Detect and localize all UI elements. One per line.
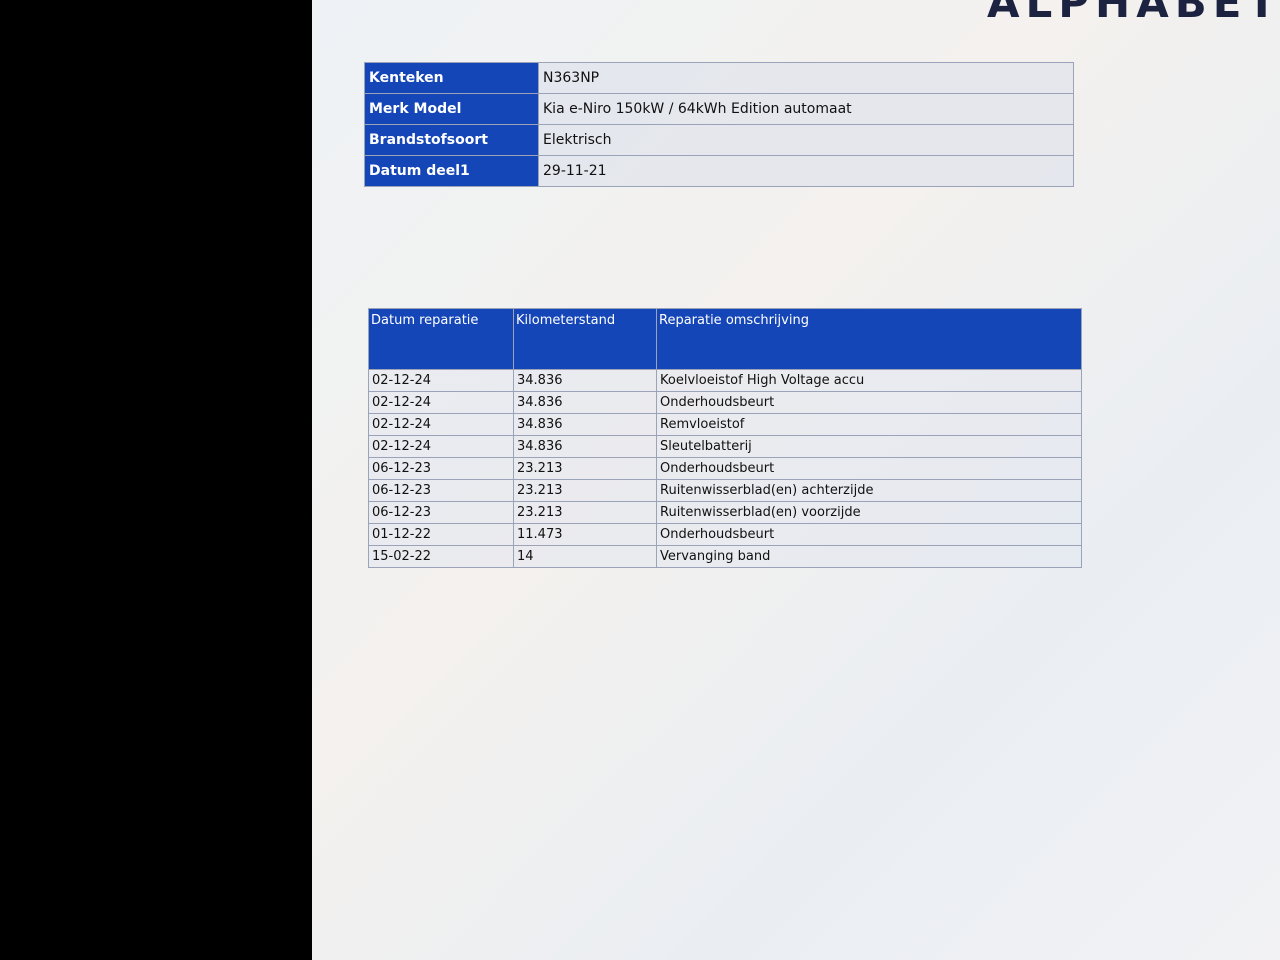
cell: 06-12-23 (368, 501, 514, 524)
cell: Sleutelbatterij (656, 435, 1082, 458)
column-header: Reparatie omschrijving (656, 308, 1082, 370)
field-label: Datum deel1 (364, 155, 539, 187)
cell: 02-12-24 (368, 413, 514, 436)
cell: 11.473 (513, 523, 657, 546)
repair-row: 15-02-22 14 Vervanging band (368, 545, 1082, 568)
cell: 34.836 (513, 391, 657, 414)
field-label: Merk Model (364, 93, 539, 125)
vehicle-table: Kenteken N363NP Merk Model Kia e-Niro 150kW… (364, 62, 1074, 187)
cell: Ruitenwisserblad(en) achterzijde (656, 479, 1082, 502)
cell: 06-12-23 (368, 457, 514, 480)
field-value: 29-11-21 (538, 155, 1074, 187)
vehicle-row: Merk Model Kia e-Niro 150kW / 64kWh Editi… (364, 93, 1074, 125)
screen: ALPHABET Kenteken N363NP Merk Model Kia e-N… (312, 0, 1280, 960)
cell: 23.213 (513, 501, 657, 524)
cell: 23.213 (513, 457, 657, 480)
cell: 02-12-24 (368, 369, 514, 392)
repair-row: 06-12-23 23.213 Ruitenwisserblad(en) voorz… (368, 501, 1082, 524)
vehicle-row: Brandstofsoort Elektrisch (364, 124, 1074, 156)
cell: 06-12-23 (368, 479, 514, 502)
repair-row: 06-12-23 23.213 Onderhoudsbeurt (368, 457, 1082, 480)
logo: ALPHABET (987, 0, 1280, 27)
cell: 01-12-22 (368, 523, 514, 546)
cell: 02-12-24 (368, 391, 514, 414)
field-value: Kia e-Niro 150kW / 64kWh Edition automaa… (538, 93, 1074, 125)
cell: Onderhoudsbeurt (656, 523, 1082, 546)
field-label: Kenteken (364, 62, 539, 94)
vehicle-row: Kenteken N363NP (364, 62, 1074, 94)
field-value: N363NP (538, 62, 1074, 94)
cell: Ruitenwisserblad(en) voorzijde (656, 501, 1082, 524)
field-value: Elektrisch (538, 124, 1074, 156)
cell: 34.836 (513, 435, 657, 458)
repair-row: 02-12-24 34.836 Koelvloeistof High Voltage… (368, 369, 1082, 392)
cell: 14 (513, 545, 657, 568)
cell: Remvloeistof (656, 413, 1082, 436)
cell: 15-02-22 (368, 545, 514, 568)
repair-row: 06-12-23 23.213 Ruitenwisserblad(en) achte… (368, 479, 1082, 502)
repairs-table: Datum reparatie Kilometerstand Reparatie o… (368, 308, 1082, 568)
field-label: Brandstofsoort (364, 124, 539, 156)
repair-row: 02-12-24 34.836 Onderhoudsbeurt (368, 391, 1082, 414)
cell: 23.213 (513, 479, 657, 502)
cell: 34.836 (513, 369, 657, 392)
header-row: Datum reparatie Kilometerstand Reparatie o… (368, 308, 1082, 370)
repair-row: 02-12-24 34.836 Remvloeistof (368, 413, 1082, 436)
column-header: Datum reparatie (368, 308, 514, 370)
column-header: Kilometerstand (513, 308, 657, 370)
vehicle-row: Datum deel1 29-11-21 (364, 155, 1074, 187)
cell: 02-12-24 (368, 435, 514, 458)
cell: Koelvloeistof High Voltage accu (656, 369, 1082, 392)
cell: Onderhoudsbeurt (656, 391, 1082, 414)
repair-row: 01-12-22 11.473 Onderhoudsbeurt (368, 523, 1082, 546)
cell: Onderhoudsbeurt (656, 457, 1082, 480)
repair-row: 02-12-24 34.836 Sleutelbatterij (368, 435, 1082, 458)
cell: Vervanging band (656, 545, 1082, 568)
cell: 34.836 (513, 413, 657, 436)
